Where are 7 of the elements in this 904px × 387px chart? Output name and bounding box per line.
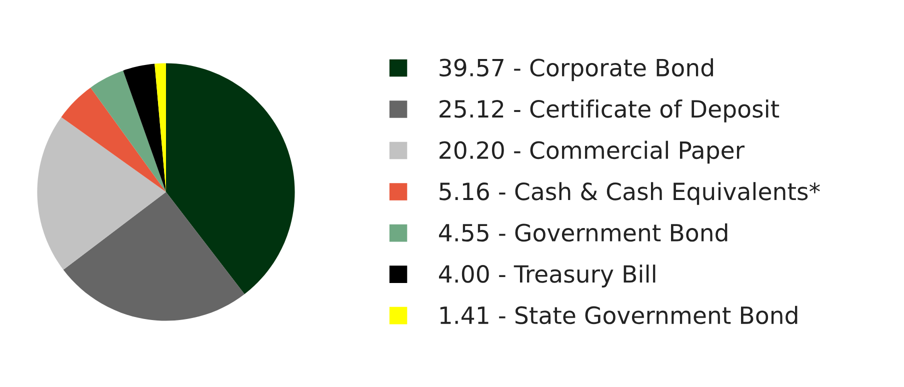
legend-label: 5.16 - Cash & Cash Equivalents* — [440, 182, 820, 205]
legend-label: 25.12 - Certificate of Deposit — [440, 100, 780, 122]
legend-label: 4.00 - Treasury Bill — [439, 264, 656, 288]
legend-label: 4.55 - Government Bond — [439, 223, 728, 242]
legend-label: 39.57 - Corporate Bond — [440, 58, 713, 82]
legend-label: 20.20 - Commercial Paper — [440, 140, 745, 164]
legend-label: 1.41 - State Government Bond — [440, 306, 798, 324]
